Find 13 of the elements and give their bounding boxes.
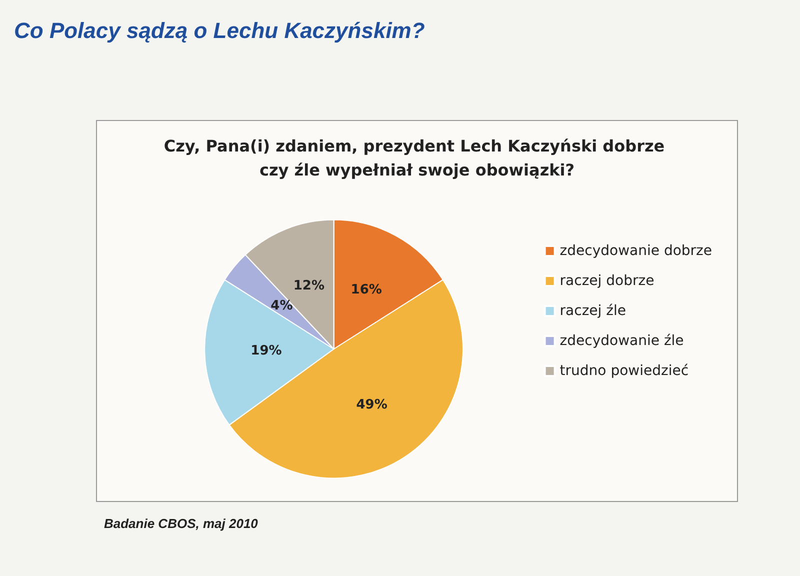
legend-label: trudno powiedzieć	[560, 363, 689, 379]
chart-title: Co Polacy sądzą o Lechu Kaczyńskim?	[14, 18, 425, 44]
chart-subtitle: Czy, Pana(i) zdaniem, prezydent Lech Kaczyński dobrze czy źle wypełniał swoje obowiązki?	[164, 136, 670, 180]
legend-label: zdecydowanie źle	[560, 333, 684, 349]
data-label: 4%	[270, 298, 293, 314]
data-label: 49%	[356, 397, 388, 412]
data-label: 19%	[250, 344, 282, 359]
data-label: 16%	[350, 282, 382, 298]
text: Badanie CBOS, maj 2010	[104, 516, 258, 531]
legend-label: raczej źle	[560, 303, 626, 319]
legend-label: zdecydowanie dobrze	[560, 243, 712, 259]
legend-label: raczej dobrze	[560, 273, 654, 289]
data-label: 12%	[293, 278, 324, 294]
